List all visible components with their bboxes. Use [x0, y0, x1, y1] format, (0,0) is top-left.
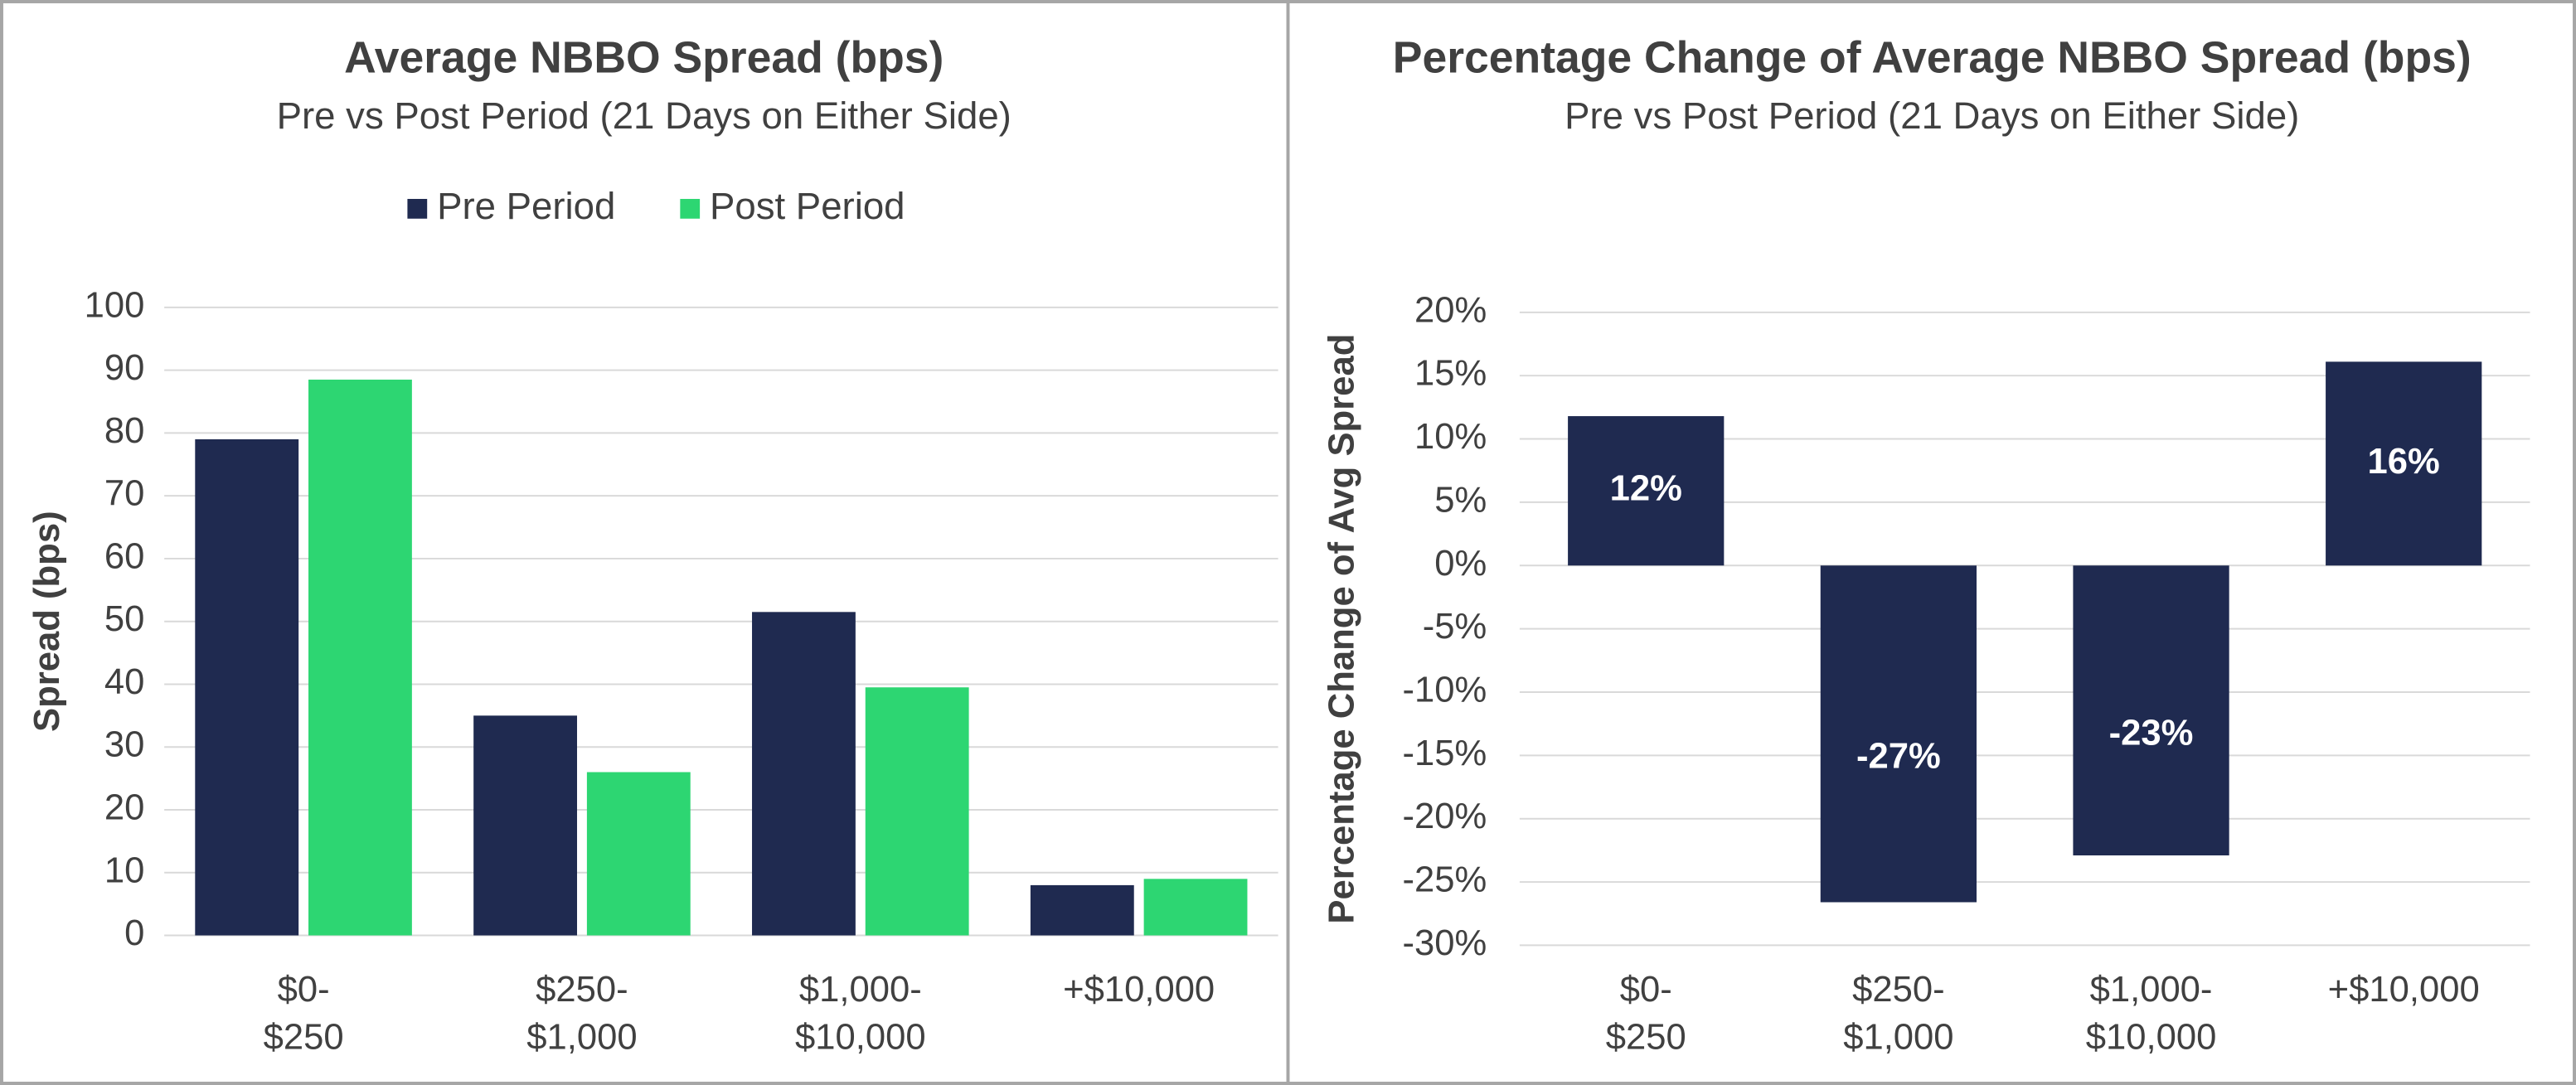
bar — [2326, 361, 2482, 566]
y-tick-label: -25% — [1402, 860, 1487, 900]
y-tick-label: 5% — [1434, 480, 1487, 520]
y-tick-label: -15% — [1402, 734, 1487, 773]
bar — [473, 715, 578, 936]
legend-label: Post Period — [710, 185, 905, 227]
x-tick-label: $250-$1,000 — [1843, 969, 1953, 1057]
y-tick-label: 30 — [104, 725, 144, 765]
y-tick-label: 50 — [104, 599, 144, 639]
x-tick-label: $0-$250 — [1606, 969, 1686, 1057]
y-tick-label: 20% — [1414, 290, 1487, 330]
bar — [2073, 565, 2229, 855]
y-tick-label: 40 — [104, 662, 144, 702]
bar — [1030, 884, 1134, 936]
bar — [1568, 416, 1725, 566]
y-tick-label: 90 — [104, 348, 144, 388]
y-tick-label: -30% — [1402, 923, 1487, 963]
bar — [752, 612, 856, 936]
y-axis-label: Spread (bps) — [27, 511, 67, 732]
y-tick-label: 15% — [1414, 354, 1487, 394]
bar — [308, 380, 412, 936]
y-tick-label: 60 — [104, 536, 144, 576]
y-tick-label: -20% — [1402, 797, 1487, 836]
bar — [195, 438, 299, 936]
legend-swatch — [407, 198, 428, 219]
x-tick-label: +$10,000 — [1063, 969, 1215, 1009]
data-label: -27% — [1856, 737, 1941, 777]
bar — [1143, 879, 1248, 936]
bar — [586, 772, 691, 936]
x-tick-label: +$10,000 — [2328, 969, 2480, 1009]
legend-swatch — [680, 198, 701, 219]
y-axis-label: Percentage Change of Avg Spread — [1322, 334, 1361, 924]
chart-subtitle: Pre vs Post Period (21 Days on Either Si… — [277, 94, 1011, 137]
y-tick-label: -5% — [1423, 607, 1487, 647]
y-tick-label: 70 — [104, 474, 144, 514]
x-tick-label: $1,000-$10,000 — [795, 969, 926, 1057]
data-label: 16% — [2368, 442, 2440, 482]
y-tick-label: 10% — [1414, 417, 1487, 457]
y-tick-label: 10 — [104, 850, 144, 890]
data-label: 12% — [1610, 469, 1682, 509]
y-tick-label: 80 — [104, 411, 144, 451]
chart-title: Average NBBO Spread (bps) — [344, 34, 944, 83]
x-tick-label: $0-$250 — [264, 969, 344, 1057]
x-tick-label: $1,000-$10,000 — [2086, 969, 2217, 1057]
chart-subtitle: Pre vs Post Period (21 Days on Either Si… — [1565, 94, 2299, 137]
x-tick-label: $250-$1,000 — [526, 969, 637, 1057]
y-tick-label: 0% — [1434, 544, 1487, 584]
data-label: -23% — [2109, 713, 2194, 753]
y-tick-label: -10% — [1402, 670, 1487, 710]
bar — [865, 687, 969, 936]
y-tick-label: 100 — [85, 285, 145, 325]
bar — [1820, 565, 1977, 903]
chart-title: Percentage Change of Average NBBO Spread… — [1393, 34, 2472, 83]
y-tick-label: 20 — [104, 787, 144, 827]
y-tick-label: 0 — [124, 913, 144, 953]
legend-label: Pre Period — [437, 185, 615, 227]
